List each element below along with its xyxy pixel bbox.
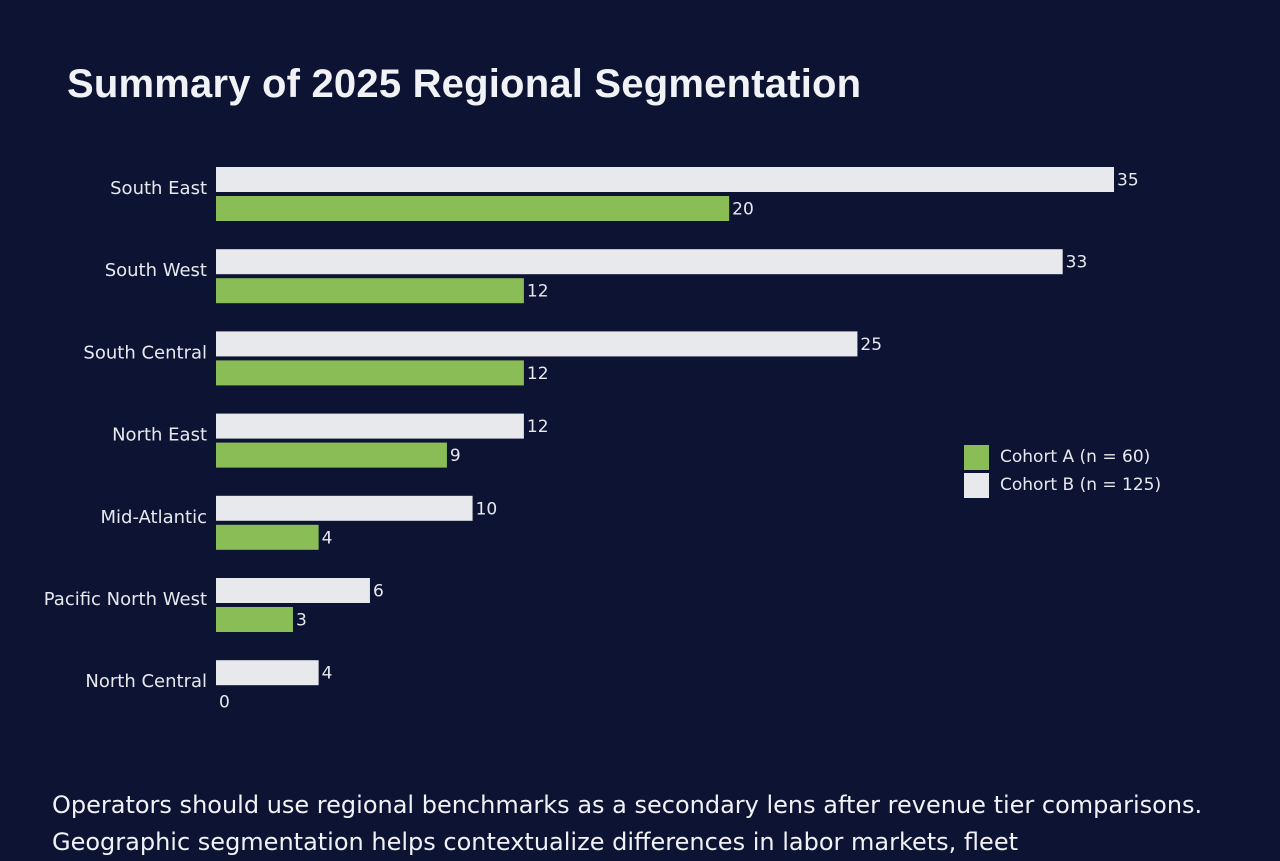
data-label-cohort-a-north-east: 9: [450, 446, 461, 466]
legend-item-cohort-a: Cohort A (n = 60): [964, 443, 1161, 471]
data-label-cohort-a-north-central: 0: [219, 693, 230, 713]
caption-text: Operators should use regional benchmarks…: [52, 791, 1203, 856]
bar-cohort-b-mid-atlantic: [216, 495, 473, 521]
data-label-cohort-b-south-central: 25: [860, 335, 882, 355]
bar-cohort-b-south-east: [216, 167, 1114, 192]
bar-cohort-a-north-east: [216, 442, 447, 468]
data-label-cohort-a-south-central: 12: [527, 364, 549, 384]
category-label-south-east: South East: [110, 178, 207, 199]
legend-item-cohort-b: Cohort B (n = 125): [964, 471, 1161, 499]
data-label-cohort-b-mid-atlantic: 10: [476, 499, 498, 519]
category-label-pacific-north-west: Pacific North West: [44, 589, 207, 610]
category-label-north-central: North Central: [85, 671, 207, 692]
data-label-cohort-b-north-east: 12: [527, 417, 549, 437]
bar-cohort-b-south-west: [216, 249, 1063, 275]
data-label-cohort-a-south-east: 20: [732, 200, 754, 220]
bar-cohort-b-pacific-north-west: [216, 578, 370, 603]
category-label-south-west: South West: [105, 260, 207, 281]
data-label-cohort-a-mid-atlantic: 4: [322, 528, 333, 548]
data-label-cohort-b-north-central: 4: [322, 664, 333, 684]
legend-swatch-cohort-b: [964, 472, 989, 498]
legend-swatch-cohort-a: [964, 444, 989, 470]
bar-cohort-a-south-east: [216, 196, 730, 221]
bar-cohort-a-south-central: [216, 360, 524, 386]
data-label-cohort-b-pacific-north-west: 6: [373, 582, 384, 602]
legend-label-cohort-a: Cohort A (n = 60): [1000, 447, 1151, 467]
bar-chart: South East 35 20 South West 33 12 South Centra…: [44, 167, 1139, 713]
legend: Cohort A (n = 60) Cohort B (n = 125): [964, 443, 1161, 499]
data-label-cohort-a-pacific-north-west: 3: [296, 611, 307, 631]
category-label-north-east: North East: [112, 425, 207, 446]
bar-cohort-a-south-west: [216, 278, 524, 304]
chart-title: Summary of 2025 Regional Segmentation: [67, 62, 862, 106]
category-label-mid-atlantic: Mid-Atlantic: [100, 507, 207, 528]
bar-cohort-b-south-central: [216, 331, 858, 357]
legend-label-cohort-b: Cohort B (n = 125): [1000, 475, 1162, 495]
bar-cohort-b-north-east: [216, 413, 524, 439]
bar-cohort-a-pacific-north-west: [216, 607, 293, 632]
category-label-south-central: South Central: [83, 342, 207, 363]
bar-cohort-a-mid-atlantic: [216, 524, 319, 550]
bar-cohort-b-north-central: [216, 660, 319, 686]
data-label-cohort-b-south-west: 33: [1066, 253, 1088, 273]
data-label-cohort-b-south-east: 35: [1117, 171, 1139, 191]
data-label-cohort-a-south-west: 12: [527, 282, 549, 302]
